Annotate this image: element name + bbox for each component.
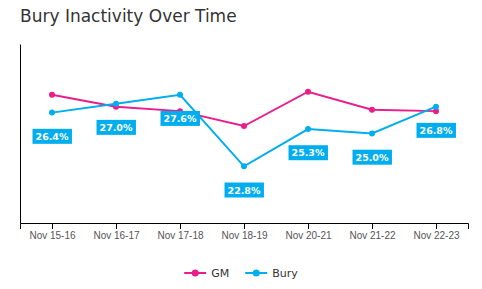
x-tick-label: Nov 20-21 bbox=[285, 230, 332, 241]
x-tick-mark bbox=[180, 223, 181, 229]
point bbox=[369, 107, 375, 113]
x-tick-label: Nov 17-18 bbox=[157, 230, 204, 241]
marks bbox=[49, 89, 439, 170]
point bbox=[305, 89, 311, 95]
data-label: 27.6% bbox=[164, 113, 197, 124]
x-tick-mark bbox=[244, 223, 245, 229]
data-label-box bbox=[353, 150, 392, 165]
legend-marker bbox=[253, 270, 260, 277]
data-label-group: 22.8% bbox=[225, 183, 264, 198]
title: Bury Inactivity Over Time bbox=[20, 6, 237, 26]
y-axis-line bbox=[20, 45, 21, 224]
data-label: 22.8% bbox=[228, 185, 261, 196]
data-label-group: 26.4% bbox=[33, 129, 72, 144]
legend-marker bbox=[192, 270, 199, 277]
y-axis bbox=[20, 45, 21, 224]
data-label-box bbox=[417, 123, 456, 138]
data-label: 25.3% bbox=[292, 147, 325, 158]
legend-label: GM bbox=[211, 267, 229, 280]
point bbox=[113, 101, 119, 107]
point bbox=[433, 104, 439, 110]
data-label-group: 25.3% bbox=[289, 145, 328, 160]
x-tick-label: Nov 22-23 bbox=[413, 230, 460, 241]
x-axis-line bbox=[21, 224, 469, 230]
x-tick-label: Nov 18-19 bbox=[221, 230, 268, 241]
point bbox=[305, 126, 311, 132]
data-label-box bbox=[289, 145, 328, 160]
point bbox=[241, 163, 247, 169]
x-tick-mark bbox=[436, 223, 437, 229]
point bbox=[49, 92, 55, 98]
x-tick-mark bbox=[372, 223, 373, 229]
data-label: 25.0% bbox=[356, 152, 389, 163]
legend: GM Bury bbox=[184, 267, 298, 280]
data-label: 26.4% bbox=[36, 131, 69, 142]
x-tick: Nov 17-18 bbox=[157, 223, 204, 241]
data-label-box bbox=[225, 183, 264, 198]
data-label: 26.8% bbox=[420, 125, 453, 136]
data-label-box bbox=[161, 111, 200, 126]
data-label-group: 26.8% bbox=[417, 123, 456, 138]
x-tick-label: Nov 21-22 bbox=[349, 230, 396, 241]
legend-label: Bury bbox=[272, 267, 298, 280]
data-label-group: 27.0% bbox=[97, 120, 136, 135]
data-label-box bbox=[33, 129, 72, 144]
x-tick-mark bbox=[308, 223, 309, 229]
legend-item: GM bbox=[184, 267, 229, 280]
point bbox=[49, 110, 55, 116]
legend-item: Bury bbox=[245, 267, 298, 280]
chart: Bury Inactivity Over Time Nov 15-16 Nov 16… bbox=[0, 0, 482, 289]
x-tick: Nov 16-17 bbox=[93, 223, 140, 241]
point bbox=[241, 123, 247, 129]
series-line bbox=[52, 95, 436, 167]
point bbox=[369, 131, 375, 137]
point bbox=[177, 92, 183, 98]
data-label-box bbox=[97, 120, 136, 135]
x-tick-label: Nov 16-17 bbox=[93, 230, 140, 241]
data-label-group: 27.6% bbox=[161, 111, 200, 126]
x-tick: Nov 22-23 bbox=[413, 223, 460, 241]
x-tick: Nov 18-19 bbox=[221, 223, 268, 241]
data-labels: 26.4% 27.0% 27.6% 22.8% 25.3% 25.0% 26.8% bbox=[33, 111, 456, 198]
x-tick-mark bbox=[52, 223, 53, 229]
x-tick: Nov 20-21 bbox=[285, 223, 332, 241]
x-tick: Nov 21-22 bbox=[349, 223, 396, 241]
plot-area: Nov 15-16 Nov 16-17 Nov 17-18 Nov 18-19 Nov … bbox=[21, 45, 469, 242]
data-label-group: 25.0% bbox=[353, 150, 392, 165]
x-tick-label: Nov 15-16 bbox=[29, 230, 76, 241]
data-label: 27.0% bbox=[100, 122, 133, 133]
x-tick: Nov 15-16 bbox=[29, 223, 76, 241]
x-tick-mark bbox=[116, 223, 117, 229]
x-axis: Nov 15-16 Nov 16-17 Nov 17-18 Nov 18-19 Nov … bbox=[21, 223, 469, 241]
